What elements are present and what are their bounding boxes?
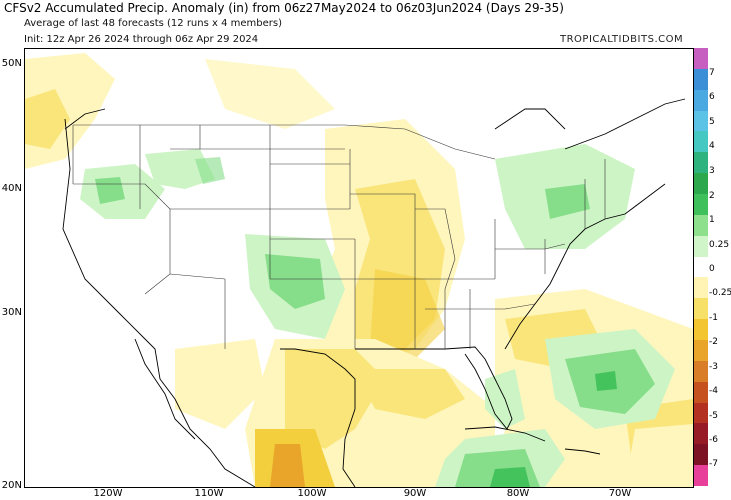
colorbar-segment <box>694 235 708 258</box>
colorbar-label: 6 <box>709 92 715 102</box>
lon-label-120w: 120W <box>93 488 123 499</box>
colorbar-segment <box>694 152 708 174</box>
colorbar-label: 3 <box>709 166 715 176</box>
colorbar-segment <box>694 68 708 91</box>
colorbar-label: -7 <box>709 459 718 469</box>
colorbar-label: -0.25 <box>709 288 731 298</box>
colorbar-segment <box>694 360 708 383</box>
map-title: CFSv2 Accumulated Precip. Anomaly (in) f… <box>4 1 564 15</box>
colorbar-label: -1 <box>709 313 718 323</box>
colorbar-segment <box>694 110 708 132</box>
colorbar-label: -4 <box>709 386 718 396</box>
lat-label-20n: 20N <box>1 480 22 491</box>
colorbar-label: -6 <box>709 435 718 445</box>
map-subtitle-members: Average of last 48 forecasts (12 runs x … <box>24 18 282 29</box>
lon-label-90w: 90W <box>403 488 427 499</box>
colorbar-label: 2 <box>709 191 715 201</box>
colorbar-segment <box>694 256 708 278</box>
colorbar-segment <box>694 444 708 466</box>
lat-label-40n: 40N <box>1 183 22 194</box>
colorbar-segment <box>694 89 708 112</box>
lon-label-110w: 110W <box>194 488 224 499</box>
colorbar-label: 1 <box>709 215 715 225</box>
colorbar-segment <box>694 173 708 195</box>
colorbar <box>694 48 708 487</box>
colorbar-segment <box>694 340 708 362</box>
colorbar-label: 5 <box>709 117 715 127</box>
anomaly-shading <box>25 49 693 487</box>
colorbar-label: -3 <box>709 362 718 372</box>
colorbar-segment <box>694 298 708 320</box>
colorbar-segment <box>694 48 708 70</box>
colorbar-segment <box>694 381 708 404</box>
colorbar-label: -5 <box>709 411 718 421</box>
colorbar-segment <box>694 131 708 153</box>
colorbar-segment <box>694 319 708 341</box>
colorbar-segment <box>694 402 708 424</box>
colorbar-segment <box>694 194 708 216</box>
lon-label-70w: 70W <box>608 488 632 499</box>
lat-label-50n: 50N <box>1 58 22 69</box>
colorbar-label: 4 <box>709 141 715 151</box>
colorbar-segment <box>694 214 708 237</box>
colorbar-label: -2 <box>709 337 718 347</box>
colorbar-segment <box>694 277 708 299</box>
lon-label-80w: 80W <box>506 488 530 499</box>
colorbar-segment <box>694 423 708 445</box>
coastlines <box>62 98 686 487</box>
lon-label-100w: 100W <box>297 488 327 499</box>
map-subtitle-init: Init: 12z Apr 26 2024 through 06z Apr 29… <box>24 34 259 45</box>
colorbar-segment <box>694 465 708 487</box>
colorbar-label: 0 <box>709 264 715 274</box>
precip-anomaly-map <box>24 48 694 488</box>
brand-watermark: TROPICALTIDBITS.COM <box>560 34 684 45</box>
lat-label-30n: 30N <box>1 307 22 318</box>
colorbar-label: 7 <box>709 68 715 78</box>
colorbar-label: 0.25 <box>709 240 730 250</box>
political-borders <box>72 124 606 349</box>
